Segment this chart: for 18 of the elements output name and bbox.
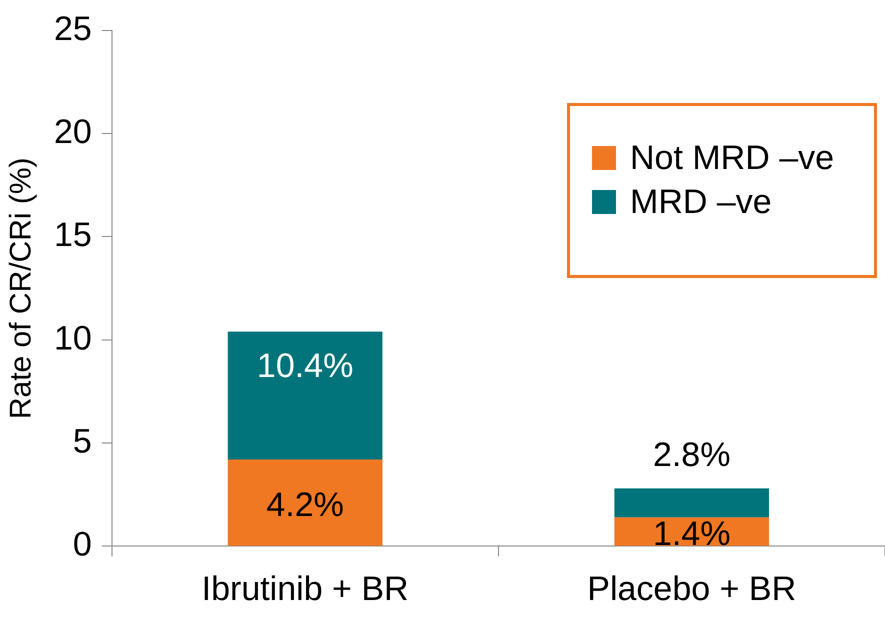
total-label: 10.4% [256, 347, 354, 385]
y-tick-label: 25 [54, 10, 92, 48]
bar [228, 332, 382, 460]
legend-label: MRD –ve [630, 182, 772, 222]
y-axis-title: Rate of CR/CRi (%) [4, 157, 38, 420]
legend-label: Not MRD –ve [630, 138, 834, 178]
y-tick-label: 5 [72, 422, 92, 460]
y-tick-label: 0 [72, 526, 92, 564]
y-tick-label: 15 [54, 216, 92, 254]
total-label: 2.8% [652, 436, 730, 474]
data-label: 4.2% [266, 486, 344, 524]
bar [228, 460, 382, 546]
x-tick-label: Placebo + BR [587, 570, 796, 608]
y-tick-label: 20 [54, 112, 92, 151]
x-tick-label: Ibrutinib + BR [202, 570, 409, 608]
data-label: 1.4% [652, 514, 730, 553]
y-tick-label: 10 [54, 319, 92, 358]
bar [614, 488, 770, 518]
